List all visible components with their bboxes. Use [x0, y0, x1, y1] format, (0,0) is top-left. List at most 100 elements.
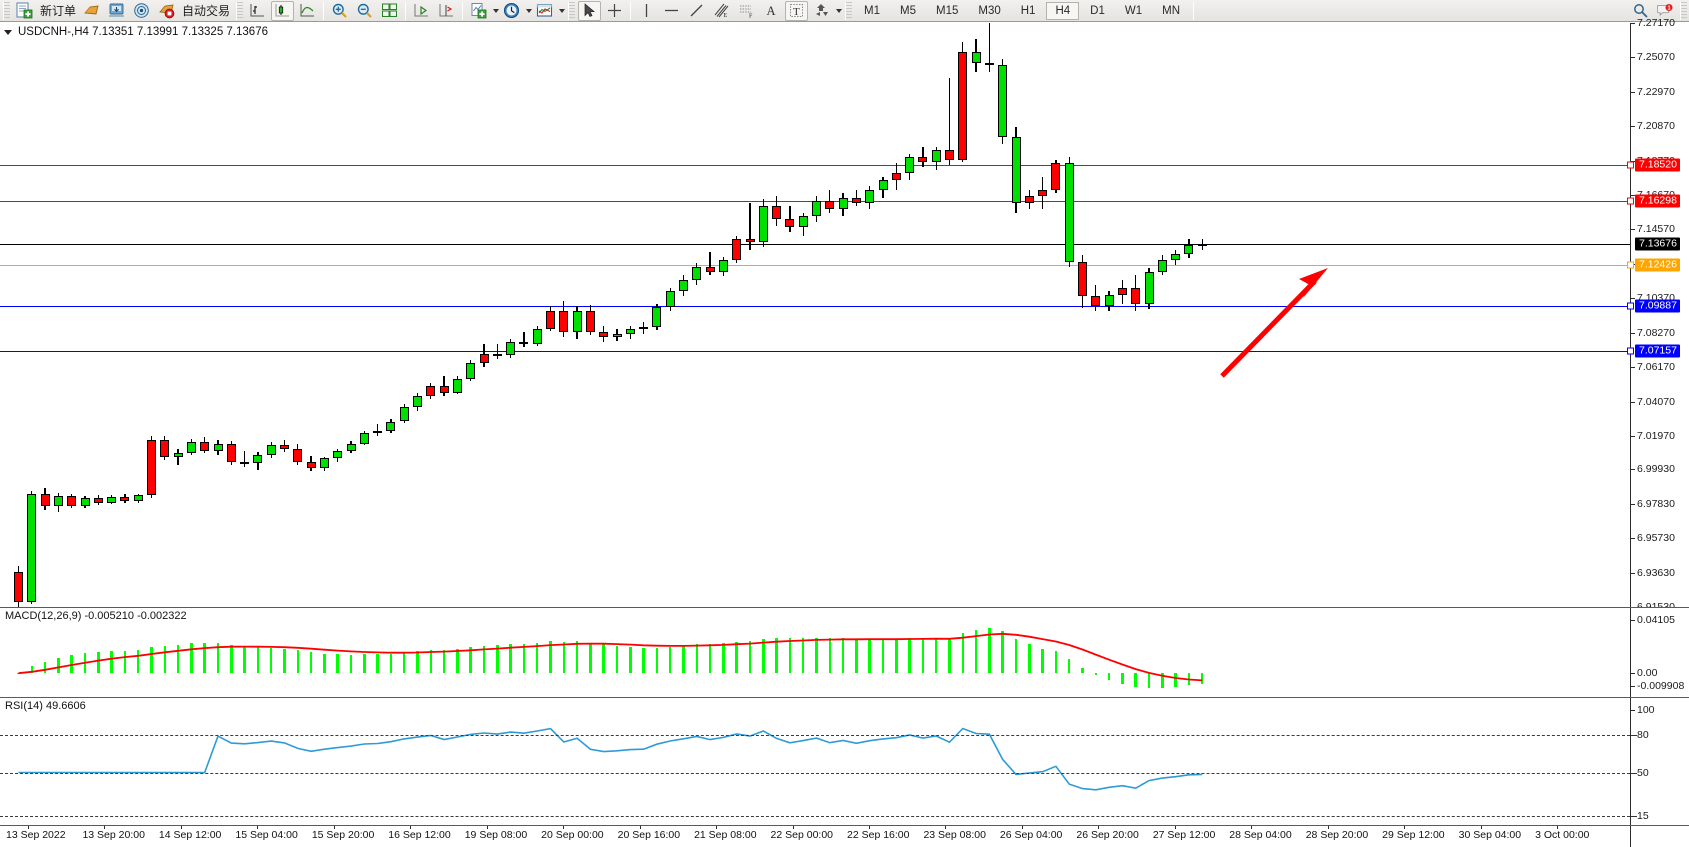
period-clock-icon[interactable] — [500, 1, 523, 21]
level-handle-pivot[interactable] — [1627, 261, 1634, 269]
level-handle-support[interactable] — [1627, 302, 1634, 310]
price-line-resistance[interactable] — [0, 164, 1630, 166]
symbol-collapse-icon[interactable] — [4, 29, 12, 35]
price-pane[interactable]: USDCNH-,H4 7.13351 7.13991 7.13325 7.136… — [0, 17, 1689, 613]
chart-container[interactable]: USDCNH-,H4 7.13351 7.13991 7.13325 7.136… — [0, 17, 1689, 847]
candle-wick — [749, 202, 751, 251]
shapes-dropdown-caret[interactable] — [836, 8, 843, 13]
timeframe-h4[interactable]: H4 — [1046, 1, 1080, 20]
zoom-out-icon[interactable] — [353, 1, 376, 21]
toolbar-grip-4[interactable] — [845, 1, 853, 20]
fibonacci-icon[interactable]: F — [735, 1, 758, 21]
history-icon[interactable] — [80, 1, 103, 21]
auto-scroll-icon[interactable] — [435, 1, 458, 21]
candle-wick — [789, 206, 791, 233]
candle-body — [745, 238, 755, 243]
macd-plot-area[interactable] — [0, 608, 1630, 697]
price-badge-current-price[interactable]: 7.13676 — [1635, 237, 1680, 251]
rsi-tick-label: 100 — [1637, 704, 1655, 716]
price-tick — [1631, 160, 1635, 162]
level-handle-resistance[interactable] — [1627, 197, 1634, 205]
bar-chart-icon[interactable] — [246, 1, 269, 21]
price-line-pivot[interactable] — [0, 264, 1630, 266]
line-chart-icon[interactable] — [296, 1, 319, 21]
price-badge-resistance[interactable]: 7.16298 — [1635, 194, 1680, 208]
toolbar-grip[interactable] — [3, 1, 10, 20]
macd-histogram-bar — [416, 651, 419, 674]
templates-icon[interactable] — [533, 1, 556, 21]
vertical-line-icon[interactable] — [635, 1, 658, 21]
macd-histogram-bar — [243, 646, 246, 674]
toolbar-separator-4 — [630, 1, 632, 20]
macd-histogram-bar — [748, 641, 752, 674]
price-badge-support[interactable]: 7.09887 — [1635, 299, 1680, 313]
price-badge-support[interactable]: 7.07157 — [1635, 344, 1680, 358]
time-tick — [257, 826, 259, 829]
time-tick-label: 20 Sep 00:00 — [541, 829, 604, 841]
price-plot-area[interactable] — [0, 23, 1630, 607]
price-scale[interactable]: 7.271707.250707.229707.208707.187707.166… — [1627, 17, 1689, 613]
timeframe-mn[interactable]: MN — [1162, 4, 1180, 17]
timeframe-m1[interactable]: M1 — [864, 4, 881, 17]
templates-dropdown-caret[interactable] — [559, 8, 566, 13]
add-indicator-icon[interactable] — [467, 1, 490, 21]
candle-body — [758, 206, 768, 243]
candle-body — [93, 497, 103, 503]
text-label-icon[interactable]: A — [760, 1, 783, 21]
trend-arrow-overlay[interactable] — [0, 23, 1630, 607]
crosshair-icon[interactable] — [603, 1, 626, 21]
timeframe-m15[interactable]: M15 — [936, 4, 959, 17]
zoom-in-icon[interactable] — [328, 1, 351, 21]
text-box-icon[interactable]: T — [785, 0, 809, 21]
candle-body — [506, 342, 516, 356]
cursor-icon[interactable] — [578, 0, 602, 21]
rsi-pane[interactable]: RSI(14) 49.6606 1008050150 — [0, 697, 1689, 847]
candle-body — [838, 197, 848, 210]
download-data-icon[interactable] — [105, 1, 128, 21]
timeframe-m30[interactable]: M30 — [978, 4, 1001, 17]
arrows-shapes-icon[interactable] — [810, 1, 833, 21]
toolbar-grip-2[interactable] — [236, 1, 244, 20]
candle-body — [53, 496, 63, 506]
time-tick — [180, 826, 182, 829]
new-order-label[interactable]: 新订单 — [40, 4, 77, 18]
timeframe-w1[interactable]: W1 — [1124, 4, 1143, 17]
price-badge-pivot[interactable]: 7.12426 — [1635, 258, 1680, 272]
price-line-support[interactable] — [0, 350, 1630, 352]
macd-pane[interactable]: MACD(12,26,9) -0.005210 -0.002322 0.0410… — [0, 607, 1689, 697]
search-icon[interactable] — [1629, 1, 1652, 21]
candle-body — [718, 260, 728, 272]
candle-body — [253, 455, 263, 464]
level-handle-support[interactable] — [1627, 347, 1634, 355]
macd-histogram-bar — [708, 643, 712, 674]
level-handle-resistance[interactable] — [1627, 161, 1634, 169]
horizontal-line-icon[interactable] — [660, 1, 683, 21]
price-line-current-price[interactable] — [0, 244, 1630, 246]
market-watch-icon[interactable] — [130, 1, 153, 21]
macd-histogram-bar — [256, 647, 260, 674]
window-tile-icon[interactable] — [378, 1, 401, 21]
price-tick-label: 7.04070 — [1637, 395, 1675, 408]
main-toolbar: 新订单 — [0, 0, 1689, 22]
period-dropdown-caret[interactable] — [526, 8, 533, 13]
notifications-icon[interactable]: 1 — [1654, 2, 1676, 20]
indicator-dropdown-caret[interactable] — [493, 8, 500, 13]
autotrading-icon[interactable] — [155, 1, 178, 21]
macd-tick-label: 0.00 — [1637, 667, 1658, 680]
price-badge-resistance[interactable]: 7.18520 — [1635, 158, 1680, 172]
timeframe-h1[interactable]: H1 — [1020, 4, 1036, 17]
time-tick — [1557, 826, 1559, 829]
toolbar-grip-5[interactable] — [1680, 1, 1687, 20]
timeframe-d1[interactable]: D1 — [1090, 4, 1105, 17]
time-scale[interactable]: 13 Sep 2022 13 Sep 20:00 14 Sep 12:00 15 Se… — [0, 825, 1689, 847]
equidistant-channel-icon[interactable]: E — [710, 1, 733, 21]
new-order-button[interactable] — [13, 1, 36, 21]
toolbar-grip-3[interactable] — [568, 1, 576, 20]
candle-body — [1197, 244, 1207, 247]
timeframe-m5[interactable]: M5 — [900, 4, 916, 17]
trendline-icon[interactable] — [685, 1, 708, 21]
autotrading-label[interactable]: 自动交易 — [182, 4, 231, 18]
chart-shift-icon[interactable] — [410, 1, 433, 21]
candlestick-chart-icon[interactable] — [271, 0, 295, 21]
price-line-support[interactable] — [0, 306, 1630, 308]
